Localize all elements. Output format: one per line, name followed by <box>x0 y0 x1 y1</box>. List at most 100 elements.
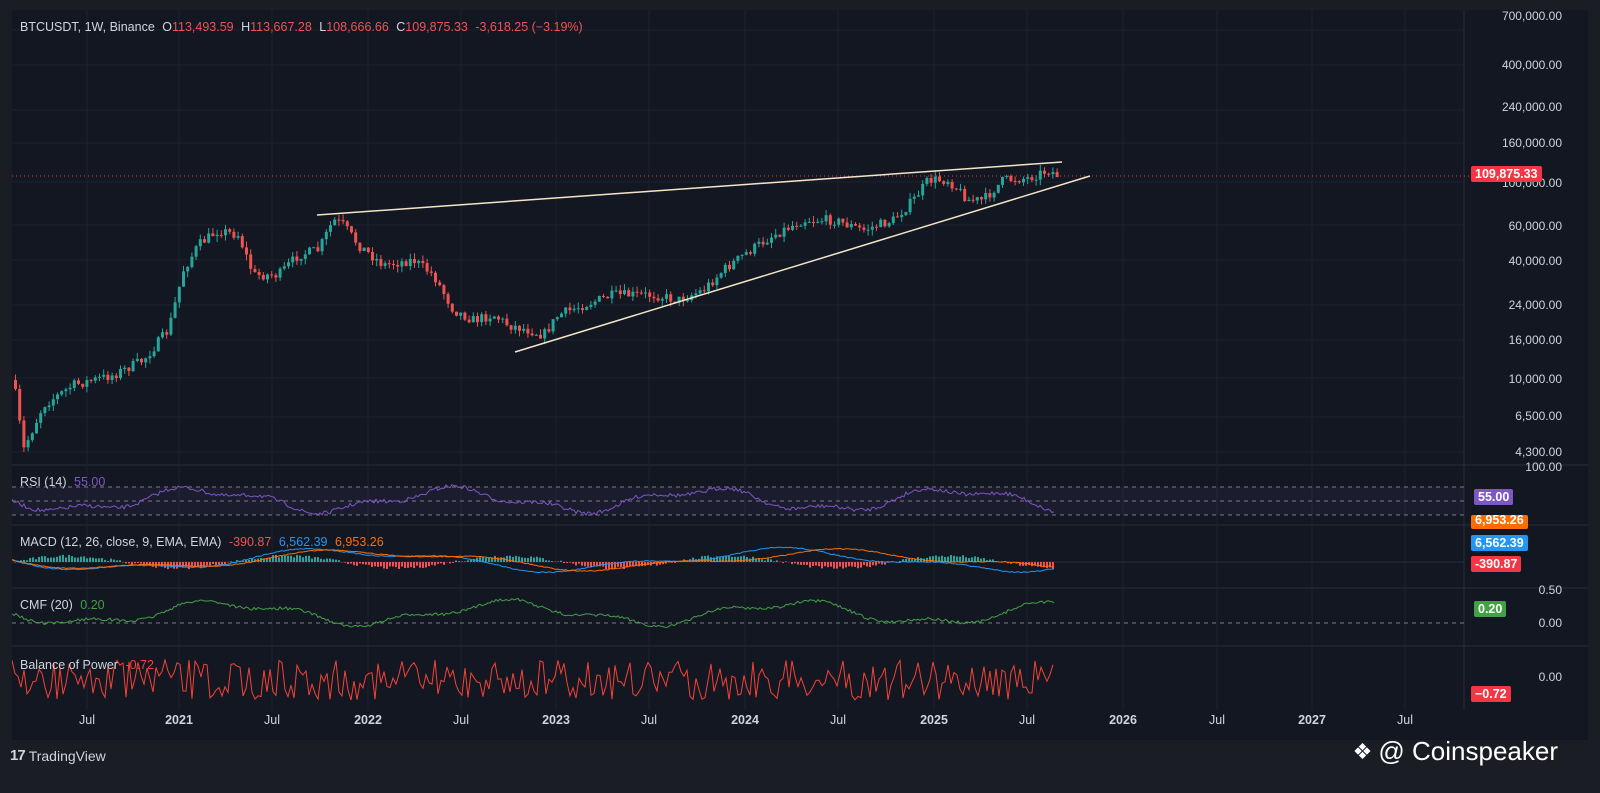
rsi-label[interactable]: RSI (14) <box>20 475 67 489</box>
macd-histogram-bar <box>104 559 106 562</box>
candle-body <box>841 218 845 223</box>
candle-body <box>93 377 97 381</box>
macd-histogram-bar <box>728 556 730 562</box>
macd-histogram-bar <box>626 562 628 567</box>
macd-histogram-bar <box>551 561 553 562</box>
macd-histogram-bar <box>149 562 151 566</box>
macd-signal-value: 6,953.26 <box>334 535 384 549</box>
macd-histogram-bar <box>932 556 934 562</box>
macd-histogram-bar <box>1046 562 1048 569</box>
candle-body <box>39 413 43 423</box>
candle-body <box>266 274 269 280</box>
macd-histogram-bar <box>101 557 103 562</box>
candle-body <box>77 380 80 384</box>
cmf-label[interactable]: CMF (20) <box>20 598 73 612</box>
macd-label[interactable]: MACD (12, 26, close, 9, EMA, EMA) <box>20 535 222 549</box>
macd-histogram-bar <box>539 557 541 562</box>
candle-body <box>35 422 38 434</box>
macd-histogram-bar <box>518 556 520 562</box>
candle-body <box>975 197 979 201</box>
candle-body <box>446 294 450 304</box>
macd-histogram-bar <box>803 562 805 565</box>
macd-histogram-bar <box>839 562 841 567</box>
candle-body <box>858 225 862 228</box>
candle-body <box>429 271 433 273</box>
macd-legend[interactable]: MACD (12, 26, close, 9, EMA, EMA) -390.8… <box>20 535 388 549</box>
candle-body <box>568 307 572 311</box>
cmf-axis-top: 0.50 <box>1538 583 1562 597</box>
macd-histogram-bar <box>833 562 835 569</box>
cmf-axis-zero: 0.00 <box>1538 616 1562 630</box>
tradingview-logo[interactable]: 17 TradingView <box>10 747 106 764</box>
macd-histogram-bar <box>767 558 769 562</box>
macd-histogram-bar <box>818 562 820 567</box>
macd-histogram-bar <box>785 561 787 562</box>
macd-histogram-bar <box>743 555 745 562</box>
macd-histogram-bar <box>935 555 937 562</box>
macd-histogram-bar <box>107 560 109 562</box>
macd-histogram-bar <box>77 557 79 562</box>
macd-histogram-bar <box>506 555 508 562</box>
macd-histogram-bar <box>1049 562 1051 568</box>
macd-histogram-bar <box>566 562 568 563</box>
candle-body <box>875 226 878 228</box>
candle-body <box>534 334 538 336</box>
candle-body <box>320 239 324 252</box>
candle-body <box>849 223 853 228</box>
symbol-name[interactable]: BTCUSDT, 1W, Binance <box>20 20 155 34</box>
macd-histogram-bar <box>962 555 964 562</box>
macd-histogram-bar <box>212 562 214 564</box>
macd-histogram-bar <box>884 562 886 565</box>
candle-body <box>929 178 933 183</box>
macd-histogram-bar <box>821 562 823 569</box>
upper-trendline <box>316 161 1063 216</box>
macd-histogram-bar <box>383 562 385 569</box>
macd-histogram-bar <box>575 562 577 566</box>
macd-histogram-bar <box>254 559 256 562</box>
macd-histogram-bar <box>911 559 913 562</box>
candle-body <box>341 220 345 222</box>
candle-body <box>627 290 631 297</box>
chart-area[interactable] <box>12 10 1588 740</box>
macd-histogram-bar <box>485 557 487 562</box>
symbol-legend[interactable]: BTCUSDT, 1W, Binance O113,493.59 H113,66… <box>20 20 587 34</box>
candle-body <box>816 221 820 223</box>
macd-histogram-bar <box>404 562 406 569</box>
candle-body <box>438 282 442 286</box>
candle-body <box>455 311 458 316</box>
candle-body <box>618 290 622 295</box>
candle-body <box>971 199 975 201</box>
macd-histogram-bar <box>236 560 238 562</box>
macd-histogram-bar <box>26 560 28 562</box>
candle-body <box>744 252 748 255</box>
macd-histogram-bar <box>902 559 904 562</box>
macd-histogram-bar <box>1037 562 1039 567</box>
bop-legend[interactable]: Balance of Power -0.72 <box>20 658 158 672</box>
candle-body <box>140 358 143 363</box>
macd-histogram-bar <box>368 562 370 565</box>
candle-body <box>635 291 639 293</box>
macd-histogram-bar <box>593 562 595 567</box>
macd-histogram-bar <box>782 562 784 564</box>
time-tick: Jul <box>453 713 469 727</box>
bop-label[interactable]: Balance of Power <box>20 658 118 672</box>
rsi-legend[interactable]: RSI (14) 55.00 <box>20 475 109 489</box>
bop-line <box>12 658 1054 701</box>
rsi-value: 55.00 <box>74 475 106 489</box>
macd-histogram-bar <box>656 562 658 566</box>
macd-hist-tag: -390.87 <box>1471 556 1522 572</box>
macd-histogram-bar <box>389 562 391 567</box>
macd-histogram-bar <box>320 558 322 562</box>
candle-body <box>736 255 740 261</box>
macd-histogram-bar <box>314 557 316 562</box>
candle-body <box>232 231 236 238</box>
cmf-legend[interactable]: CMF (20) 0.20 <box>20 598 109 612</box>
macd-histogram-bar <box>95 558 97 562</box>
macd-histogram-bar <box>281 555 283 562</box>
candle-body <box>996 184 1000 193</box>
time-tick: Jul <box>1019 713 1035 727</box>
candle-body <box>824 215 828 222</box>
candle-body <box>908 198 912 213</box>
chart-plots[interactable] <box>12 10 1588 710</box>
macd-histogram-bar <box>860 562 862 568</box>
